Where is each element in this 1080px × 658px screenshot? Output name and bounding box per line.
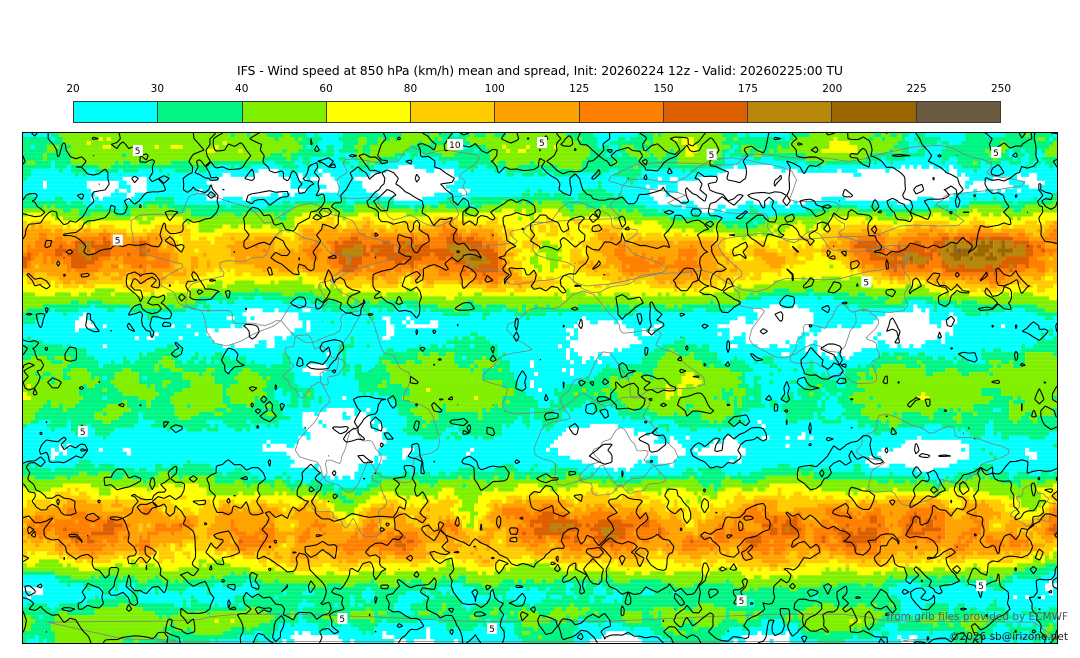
contour-label-backing: [736, 595, 747, 607]
colorbar-band: [411, 102, 496, 122]
colorbar-tick: 100: [484, 83, 505, 95]
contour-label-backing: [132, 144, 143, 156]
contour-label: 5: [863, 278, 869, 288]
colorbar-tick: 250: [990, 83, 1012, 95]
contour-label: 5: [489, 625, 495, 635]
colorbar-tick: 60: [319, 83, 333, 95]
contour-label-backing: [861, 276, 872, 288]
contour-label: 10: [449, 141, 461, 151]
contour-label-backing: [976, 580, 987, 592]
colorbar-band: [495, 102, 580, 122]
coastline-path: [717, 230, 911, 359]
colorbar-tick: 20: [66, 83, 80, 95]
spread-contours: [23, 133, 1057, 643]
contour-label-backing: [447, 138, 464, 150]
colorbar-band: [158, 102, 243, 122]
weather-map[interactable]: 10 5 5 5 5 5 5 5 5 5 5 5: [22, 132, 1058, 644]
colorbar-tick: 40: [235, 83, 249, 95]
contour-label: 5: [339, 615, 345, 625]
colorbar-tick: 175: [737, 83, 758, 95]
coastline-path: [294, 313, 441, 493]
colorbar-band: [326, 102, 412, 122]
colorbar-bands: [73, 101, 1001, 123]
colorbar: [73, 101, 1001, 123]
coastline-path: [578, 426, 666, 496]
spread-contour-level-10: [23, 133, 1057, 643]
contour-label-backing: [706, 148, 717, 160]
coastline-path: [468, 201, 668, 293]
colorbar-band: [748, 102, 833, 122]
contour-label: 5: [739, 597, 745, 607]
contour-label-backing: [337, 613, 348, 625]
map-canvas: 10 5 5 5 5 5 5 5 5 5 5 5: [23, 133, 1057, 643]
contour-label-backing: [112, 234, 123, 246]
copyright-credit: ©2026 sb@irizone.net: [949, 631, 1068, 643]
spread-contour-level-5: [23, 133, 1057, 633]
contour-label: 5: [709, 151, 715, 161]
contour-label: 5: [80, 428, 86, 438]
coastline-path: [185, 229, 365, 343]
coastline-path: [1009, 483, 1056, 528]
contour-label-backing: [991, 146, 1002, 158]
data-source-credit: from grib files provided by ECMWF: [886, 611, 1068, 623]
colorbar-tick-labels: 20 30 40 60 80 100 125 150 175 200 225 250: [66, 83, 1011, 99]
colorbar-band: [242, 102, 327, 122]
colorbar-band: [74, 102, 159, 122]
contour-label-backing: [77, 425, 88, 437]
coastline-path: [789, 303, 881, 385]
coastlines: [47, 144, 1056, 643]
coastline-path: [608, 144, 1026, 240]
contour-labels: 10 5 5 5 5 5 5 5 5 5 5 5: [77, 136, 1002, 635]
coastline-path: [855, 413, 1010, 507]
contour-label-backing: [537, 136, 547, 148]
contour-label: 5: [978, 582, 984, 592]
colorbar-tick: 150: [653, 83, 674, 95]
page-title: IFS - Wind speed at 850 hPa (km/h) mean …: [237, 63, 843, 78]
colorbar-band: [916, 102, 1000, 122]
coastline-path: [130, 192, 401, 347]
colorbar-band: [663, 102, 749, 122]
wind-speed-shading: [23, 133, 1057, 643]
colorbar-tick: 125: [569, 83, 590, 95]
coastline-path: [47, 613, 1055, 643]
contour-label: 5: [135, 147, 141, 157]
colorbar-band: [832, 102, 917, 122]
colorbar-tick: 30: [150, 83, 165, 95]
coastline-path: [522, 157, 908, 293]
coastline-path: [311, 427, 387, 538]
colorbar-band: [579, 102, 664, 122]
coastline-path: [482, 290, 706, 415]
colorbar-tick: 225: [906, 83, 927, 95]
contour-label: 5: [115, 237, 121, 247]
coastline-path: [283, 334, 346, 399]
contour-label: 5: [993, 149, 999, 159]
contour-label: 5: [539, 139, 545, 149]
contour-label-backing: [487, 623, 498, 635]
colorbar-tick: 80: [403, 83, 418, 95]
colorbar-tick: 200: [822, 83, 843, 95]
